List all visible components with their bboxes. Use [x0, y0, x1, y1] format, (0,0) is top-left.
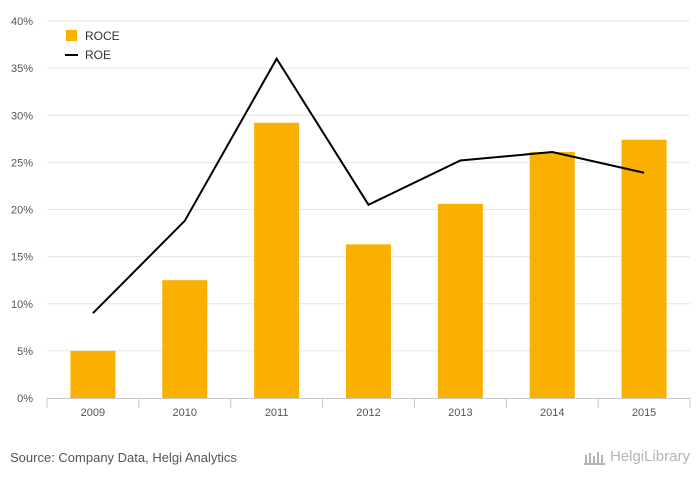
legend-label-roce: ROCE	[85, 29, 120, 43]
brand-name: HelgiLibrary	[609, 448, 690, 465]
roce-bar	[162, 280, 208, 398]
y-tick-label: 20%	[11, 205, 33, 217]
roce-bar	[346, 244, 391, 398]
brand-logo: HelgiLibrary	[583, 448, 690, 465]
x-tick-label: 2010	[173, 407, 197, 419]
y-tick-label: 10%	[11, 299, 33, 311]
x-tick-label: 2014	[540, 407, 564, 419]
roce-bar	[437, 203, 483, 398]
legend-swatch-roce	[66, 30, 77, 41]
y-axis-ticks: 0% 5% 10% 15% 20% 25% 30% 35% 40%	[11, 16, 33, 405]
y-tick-label: 5%	[17, 346, 33, 358]
source-note: Source: Company Data, Helgi Analytics	[10, 450, 237, 465]
y-tick-label: 35%	[11, 63, 33, 75]
y-tick-label: 0%	[17, 393, 33, 405]
roce-bar	[529, 152, 575, 398]
x-tick-label: 2009	[81, 407, 105, 419]
roce-bars	[70, 122, 667, 398]
roce-bar	[254, 122, 300, 398]
y-tick-label: 30%	[11, 110, 33, 122]
x-tick-label: 2011	[265, 407, 289, 419]
roce-bar	[70, 350, 116, 398]
y-tick-label: 25%	[11, 157, 33, 169]
x-tick-label: 2015	[632, 407, 656, 419]
y-tick-label: 15%	[11, 252, 33, 264]
x-tick-label: 2013	[448, 407, 472, 419]
library-icon	[583, 451, 605, 465]
y-tick-label: 40%	[11, 16, 33, 28]
roe-line-series	[92, 56, 645, 314]
legend-label-roe: ROE	[85, 48, 111, 62]
roe-line	[92, 56, 645, 314]
x-axis: 2009 2010 2011 2012 2013 2014 2015	[46, 398, 691, 419]
legend: ROCE ROE	[65, 29, 120, 62]
roce-bar	[621, 139, 667, 398]
x-tick-label: 2012	[356, 407, 380, 419]
